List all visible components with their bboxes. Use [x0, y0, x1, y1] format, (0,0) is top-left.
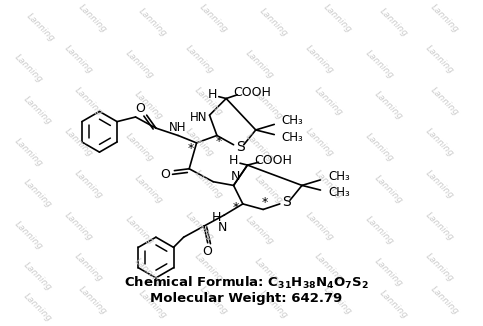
- Text: Lanning: Lanning: [428, 2, 460, 34]
- Text: Lanning: Lanning: [243, 215, 275, 247]
- Text: Lanning: Lanning: [424, 169, 455, 200]
- Text: Lanning: Lanning: [193, 85, 225, 117]
- Text: Lanning: Lanning: [304, 127, 335, 159]
- Text: Lanning: Lanning: [253, 173, 284, 205]
- Text: Lanning: Lanning: [184, 44, 215, 76]
- Text: Lanning: Lanning: [364, 48, 396, 80]
- Text: Lanning: Lanning: [424, 210, 455, 242]
- Text: Lanning: Lanning: [193, 169, 225, 200]
- Text: H: H: [229, 154, 238, 167]
- Text: Lanning: Lanning: [22, 178, 54, 210]
- Text: Lanning: Lanning: [197, 2, 229, 34]
- Text: O: O: [203, 244, 213, 258]
- Text: S: S: [236, 140, 244, 154]
- Text: Lanning: Lanning: [22, 261, 54, 293]
- Text: CH₃: CH₃: [328, 170, 350, 183]
- Text: Lanning: Lanning: [373, 257, 405, 288]
- Text: Lanning: Lanning: [243, 48, 275, 80]
- Text: Lanning: Lanning: [22, 291, 54, 323]
- Text: Lanning: Lanning: [193, 252, 225, 284]
- Text: CH₃: CH₃: [282, 114, 303, 127]
- Text: Lanning: Lanning: [424, 252, 455, 284]
- Text: Lanning: Lanning: [123, 48, 155, 80]
- Text: Lanning: Lanning: [72, 85, 104, 117]
- Text: Lanning: Lanning: [378, 7, 410, 38]
- Text: Lanning: Lanning: [13, 53, 44, 85]
- Text: *: *: [232, 201, 239, 214]
- Text: Lanning: Lanning: [428, 85, 460, 117]
- Text: COOH: COOH: [233, 86, 271, 99]
- Text: Lanning: Lanning: [132, 90, 164, 122]
- Text: Lanning: Lanning: [123, 215, 155, 247]
- Text: Lanning: Lanning: [378, 289, 410, 320]
- Text: Lanning: Lanning: [63, 127, 95, 159]
- Text: Lanning: Lanning: [13, 219, 44, 251]
- Text: Lanning: Lanning: [24, 11, 56, 43]
- Text: Lanning: Lanning: [364, 132, 396, 163]
- Text: Lanning: Lanning: [77, 2, 109, 34]
- Text: *: *: [188, 142, 194, 155]
- Text: Lanning: Lanning: [313, 85, 345, 117]
- Text: Lanning: Lanning: [63, 210, 95, 242]
- Text: Lanning: Lanning: [313, 169, 345, 200]
- Text: Lanning: Lanning: [373, 173, 405, 205]
- Text: Lanning: Lanning: [132, 257, 164, 288]
- Text: HN: HN: [190, 111, 207, 124]
- Text: Lanning: Lanning: [424, 127, 455, 159]
- Text: N: N: [231, 170, 240, 183]
- Text: Lanning: Lanning: [313, 252, 345, 284]
- Text: *: *: [262, 197, 268, 210]
- Text: *: *: [215, 136, 222, 148]
- Text: CH₃: CH₃: [328, 186, 350, 199]
- Text: O: O: [160, 168, 170, 181]
- Text: Lanning: Lanning: [304, 44, 335, 76]
- Text: Chemical Formula: $\mathbf{C_{31}H_{38}N_4O_7S_2}$: Chemical Formula: $\mathbf{C_{31}H_{38}N…: [124, 275, 369, 291]
- Text: H: H: [208, 88, 217, 101]
- Text: Lanning: Lanning: [322, 2, 354, 34]
- Text: Molecular Weight: 642.79: Molecular Weight: 642.79: [150, 292, 342, 305]
- Text: Lanning: Lanning: [304, 210, 335, 242]
- Text: Lanning: Lanning: [137, 7, 169, 38]
- Text: Lanning: Lanning: [253, 257, 284, 288]
- Text: Lanning: Lanning: [72, 169, 104, 200]
- Text: Lanning: Lanning: [137, 289, 169, 320]
- Text: O: O: [135, 102, 145, 115]
- Text: NH: NH: [170, 121, 187, 134]
- Text: Lanning: Lanning: [184, 127, 215, 159]
- Text: Lanning: Lanning: [13, 136, 44, 168]
- Text: Lanning: Lanning: [243, 132, 275, 163]
- Text: Lanning: Lanning: [253, 90, 284, 122]
- Text: Lanning: Lanning: [257, 289, 289, 320]
- Text: H: H: [212, 211, 222, 224]
- Text: Lanning: Lanning: [257, 7, 289, 38]
- Text: Lanning: Lanning: [424, 44, 455, 76]
- Text: Lanning: Lanning: [364, 215, 396, 247]
- Text: Lanning: Lanning: [123, 132, 155, 163]
- Text: Lanning: Lanning: [322, 284, 354, 316]
- Text: Lanning: Lanning: [132, 173, 164, 205]
- Text: CH₃: CH₃: [282, 131, 303, 144]
- Text: COOH: COOH: [255, 154, 292, 167]
- Text: Lanning: Lanning: [77, 284, 109, 316]
- Text: Lanning: Lanning: [428, 284, 460, 316]
- Text: Lanning: Lanning: [373, 90, 405, 122]
- Text: N: N: [218, 220, 227, 233]
- Text: S: S: [282, 195, 291, 209]
- Text: Lanning: Lanning: [184, 210, 215, 242]
- Text: Lanning: Lanning: [22, 95, 54, 126]
- Text: Lanning: Lanning: [72, 252, 104, 284]
- Text: Lanning: Lanning: [63, 44, 95, 76]
- Text: Lanning: Lanning: [197, 284, 229, 316]
